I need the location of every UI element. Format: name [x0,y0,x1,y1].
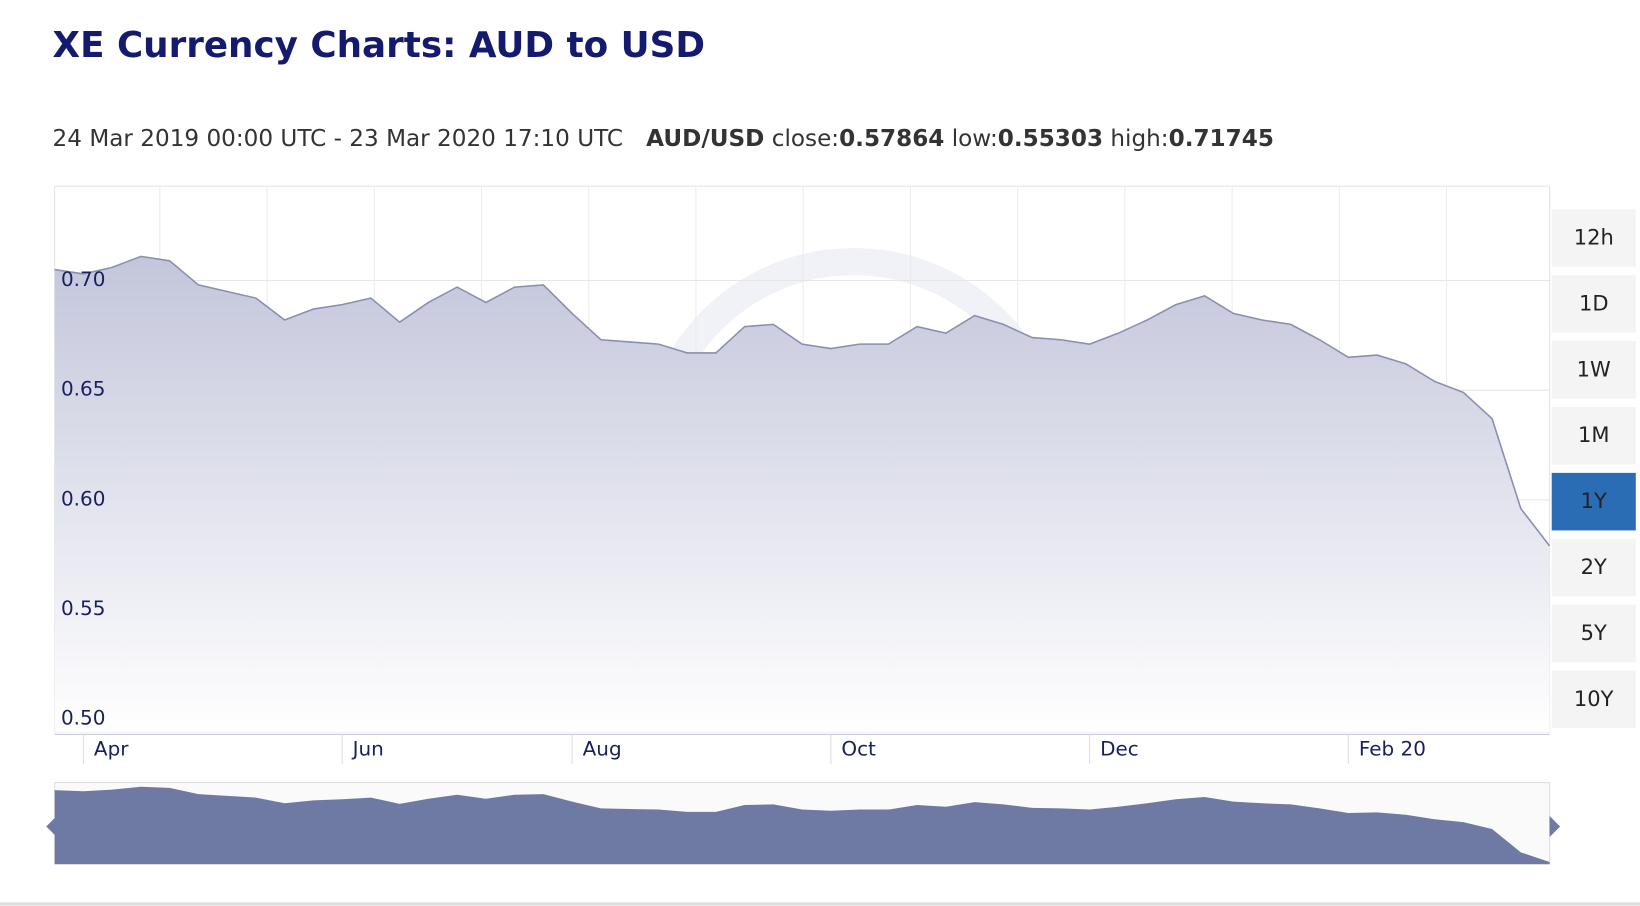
area [54,256,1550,733]
y-tick-label: 0.60 [61,487,105,510]
high-label: high: [1110,126,1168,152]
nav-handle-right[interactable] [1549,816,1561,837]
title: XE Currency Charts: AUD to USD [53,25,705,66]
x-tick-label: Apr [94,738,129,761]
x-tick-label: Feb 20 [1359,738,1426,761]
navigator-area [54,786,1550,865]
range: 24 Mar 2019 00:00 UTC - 23 Mar 2020 17:1… [53,126,623,152]
x-tick-label: Aug [583,738,622,761]
line [54,255,1551,547]
x-tick-label: Jun [351,738,384,761]
close: 0.57864 [839,126,944,152]
range-button[interactable] [1551,538,1636,597]
pair: AUD/USD [646,126,764,152]
high: 0.71745 [1169,126,1274,152]
y-tick-label: 0.70 [61,268,105,291]
x-tick-label: Dec [1100,738,1139,761]
low: 0.55303 [998,126,1103,152]
range-button[interactable] [1551,209,1636,267]
nav-handle-left[interactable] [46,816,57,837]
range-button-label[interactable]: 12h [1574,226,1614,250]
y-tick-label: 0.50 [61,707,105,730]
close-label: close: [772,126,839,152]
subtitle: 24 Mar 2019 00:00 UTC - 23 Mar 2020 17:1… [53,126,1274,152]
range-button-label[interactable]: 5Y [1581,621,1607,645]
range-button[interactable] [1551,406,1636,465]
range-button-label[interactable]: 1D [1579,291,1609,315]
range-button-label[interactable]: 1W [1577,357,1611,381]
range-button-label[interactable]: 1Y [1581,489,1607,513]
y-tick-label: 0.55 [61,597,105,620]
y-tick-label: 0.65 [61,378,105,401]
range-button-label[interactable]: 2Y [1581,555,1607,579]
range-button-label[interactable]: 10Y [1574,687,1614,711]
range-button[interactable] [1551,275,1636,333]
range-button[interactable] [1551,341,1636,399]
range-button[interactable] [1551,472,1636,531]
range-button[interactable] [1551,604,1636,663]
low-label: low: [952,126,998,152]
x-tick-label: Oct [841,738,876,761]
range-button-label[interactable]: 1M [1578,423,1610,447]
range-button[interactable] [1551,670,1636,729]
